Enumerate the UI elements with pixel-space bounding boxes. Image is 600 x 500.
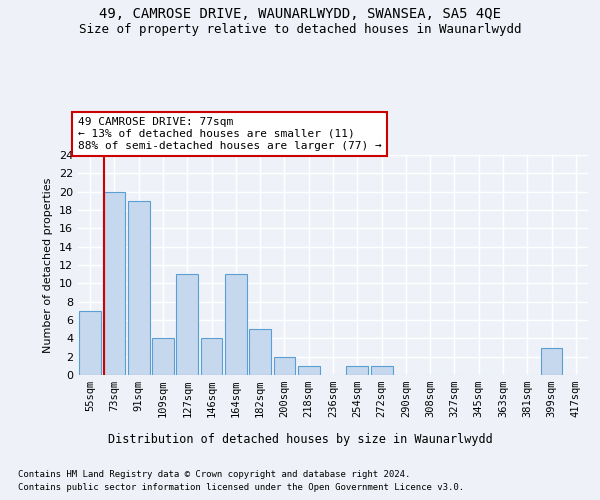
Text: Size of property relative to detached houses in Waunarlwydd: Size of property relative to detached ho… [79, 22, 521, 36]
Y-axis label: Number of detached properties: Number of detached properties [43, 178, 53, 352]
Bar [346, 366, 368, 375]
Text: Distribution of detached houses by size in Waunarlwydd: Distribution of detached houses by size … [107, 432, 493, 446]
Text: 49, CAMROSE DRIVE, WAUNARLWYDD, SWANSEA, SA5 4QE: 49, CAMROSE DRIVE, WAUNARLWYDD, SWANSEA,… [99, 8, 501, 22]
Bar [79, 311, 101, 375]
Text: 49 CAMROSE DRIVE: 77sqm
← 13% of detached houses are smaller (11)
88% of semi-de: 49 CAMROSE DRIVE: 77sqm ← 13% of detache… [78, 118, 382, 150]
Bar [128, 201, 149, 375]
Bar [152, 338, 174, 375]
Bar [541, 348, 562, 375]
Text: Contains public sector information licensed under the Open Government Licence v3: Contains public sector information licen… [18, 482, 464, 492]
Text: Contains HM Land Registry data © Crown copyright and database right 2024.: Contains HM Land Registry data © Crown c… [18, 470, 410, 479]
Bar [200, 338, 223, 375]
Bar [249, 329, 271, 375]
Bar [104, 192, 125, 375]
Bar [298, 366, 320, 375]
Bar [274, 356, 295, 375]
Bar [176, 274, 198, 375]
Bar [371, 366, 392, 375]
Bar [225, 274, 247, 375]
